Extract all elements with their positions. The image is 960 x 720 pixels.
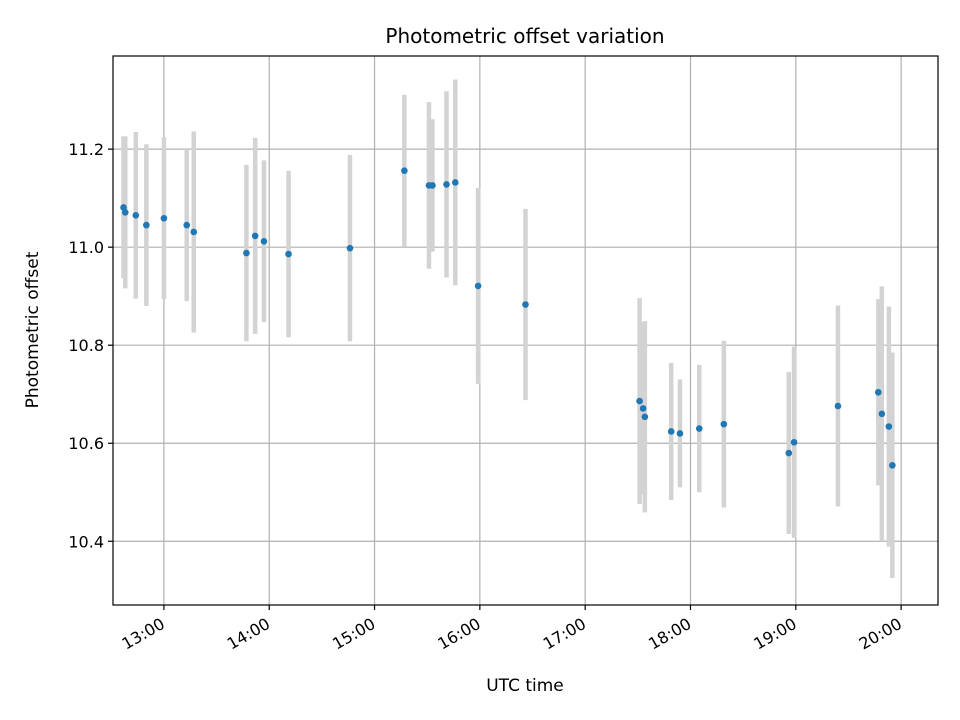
data-point <box>121 209 129 216</box>
data-point <box>285 250 292 258</box>
data-point <box>785 449 793 457</box>
data-point <box>132 212 140 219</box>
chart-title: Photometric offset variation <box>385 24 664 48</box>
data-point <box>183 221 191 229</box>
data-point <box>451 179 459 186</box>
data-point <box>401 167 408 175</box>
data-point <box>143 221 150 229</box>
data-point <box>720 420 728 428</box>
data-point <box>346 244 354 252</box>
data-point <box>429 182 436 189</box>
y-tick-label: 11.2 <box>68 140 104 159</box>
data-point <box>243 249 250 257</box>
data-point <box>641 413 649 421</box>
y-tick-label: 10.8 <box>68 336 104 355</box>
data-point <box>639 405 647 412</box>
data-point <box>667 428 675 435</box>
data-point <box>889 461 896 469</box>
y-tick-label: 10.6 <box>68 434 104 453</box>
data-point <box>474 282 482 290</box>
data-point <box>885 423 893 430</box>
y-axis-ticks: 10.4 10.6 10.8 11.0 11.2 <box>68 140 113 551</box>
data-point <box>834 402 842 410</box>
data-point <box>522 301 529 308</box>
x-axis-label: UTC time <box>486 676 564 696</box>
data-point <box>251 232 259 240</box>
data-point <box>875 388 882 396</box>
data-point <box>636 397 643 405</box>
data-point <box>260 237 268 245</box>
data-point <box>190 228 198 236</box>
data-point <box>695 425 703 432</box>
data-point <box>160 214 168 222</box>
data-point <box>878 410 886 418</box>
data-points <box>120 167 896 469</box>
data-point <box>676 430 684 437</box>
data-point <box>443 181 450 188</box>
y-tick-label: 11.0 <box>68 238 104 257</box>
y-axis-label: Photometric offset <box>23 251 43 408</box>
data-point <box>790 438 798 446</box>
y-tick-label: 10.4 <box>68 532 104 551</box>
plot-frame <box>112 55 939 606</box>
